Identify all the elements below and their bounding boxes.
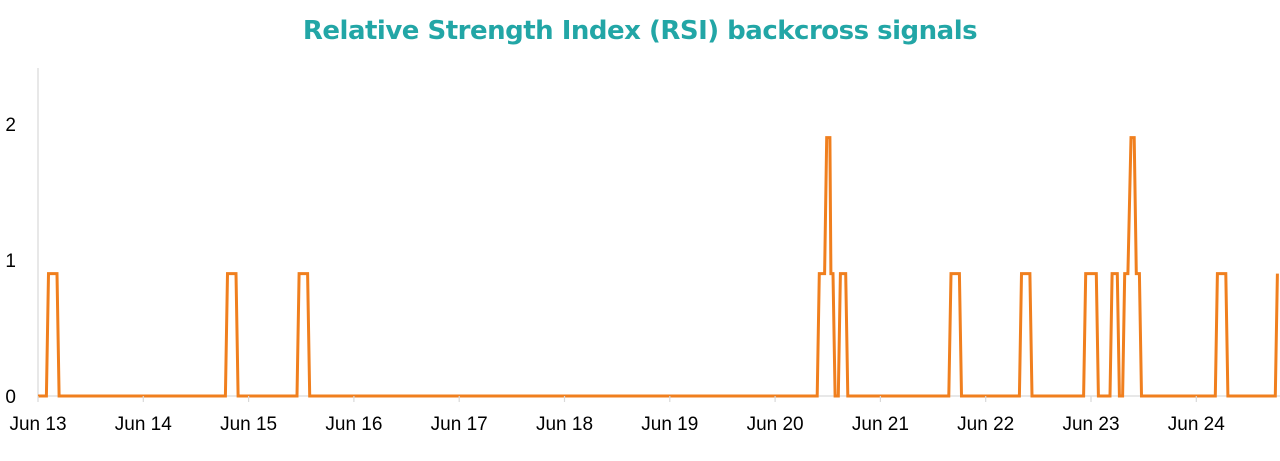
x-tick-label: Jun 13	[9, 414, 66, 435]
x-tick-label: Jun 20	[747, 414, 804, 435]
x-tick-label: Jun 15	[220, 414, 277, 435]
x-tick-label: Jun 19	[641, 414, 698, 435]
x-tick-label: Jun 17	[431, 414, 488, 435]
x-tick-label: Jun 18	[536, 414, 593, 435]
x-tick-label: Jun 22	[957, 414, 1014, 435]
x-tick-label: Jun 21	[852, 414, 909, 435]
chart-title: Relative Strength Index (RSI) backcross …	[302, 16, 978, 46]
rsi-signal-series-line	[38, 136, 1279, 398]
x-tick-label: Jun 24	[1168, 414, 1225, 435]
y-tick-label: 0	[5, 387, 16, 408]
x-tick-label: Jun 16	[325, 414, 382, 435]
y-tick-label: 2	[5, 115, 16, 136]
x-tick-label: Jun 23	[1062, 414, 1119, 435]
x-tick-label: Jun 14	[115, 414, 172, 435]
y-tick-label: 1	[5, 251, 16, 272]
